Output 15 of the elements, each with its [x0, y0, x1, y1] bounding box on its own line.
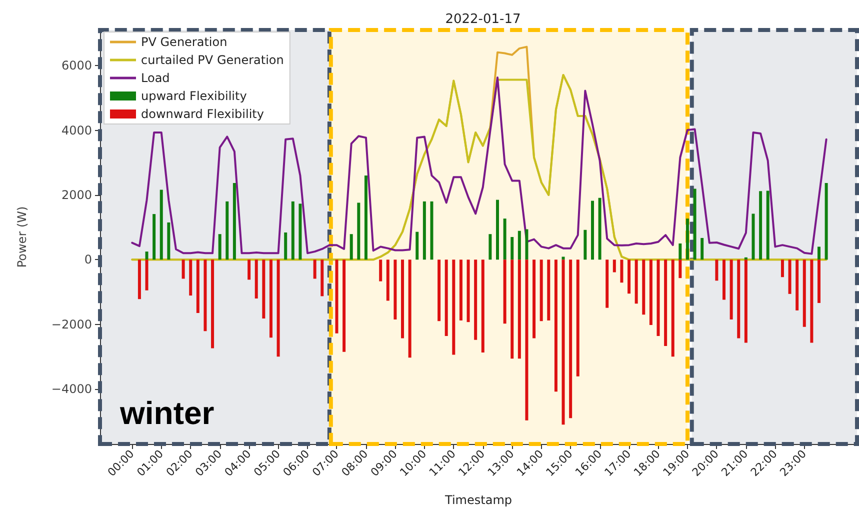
legend-label: upward Flexibility	[141, 89, 247, 103]
chart-title: 2022-01-17	[445, 12, 521, 27]
y-tick-label: 4000	[61, 123, 92, 138]
legend-label: downward Flexibility	[141, 107, 264, 121]
y-tick-label: −4000	[51, 382, 92, 396]
annotation: winter	[119, 395, 214, 431]
y-tick-label: −2000	[51, 317, 92, 332]
y-tick-label: 0	[84, 252, 92, 267]
y-axis-title: Power (W)	[15, 206, 29, 268]
x-axis-title: Timestamp	[444, 493, 512, 507]
legend-label: Load	[141, 71, 170, 85]
y-tick-label: 2000	[61, 188, 92, 202]
legend-label: curtailed PV Generation	[141, 53, 284, 67]
y-tick-label: 6000	[61, 58, 92, 73]
legend-label: PV Generation	[141, 35, 228, 49]
